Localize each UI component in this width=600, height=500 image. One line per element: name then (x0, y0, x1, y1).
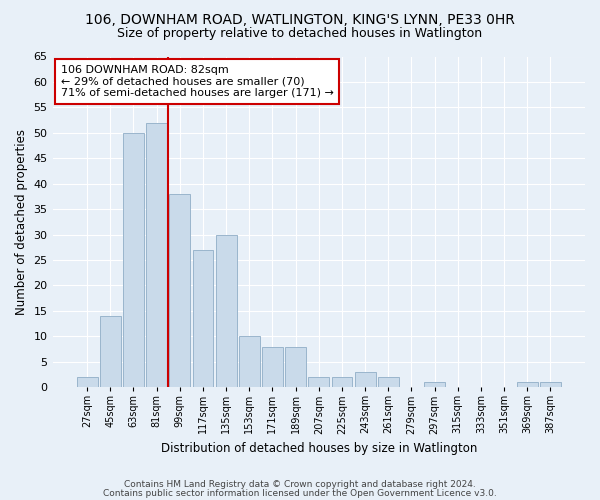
Bar (308, 377, 329, 387)
Bar (378, 377, 398, 387)
Text: 106 DOWNHAM ROAD: 82sqm
← 29% of detached houses are smaller (70)
71% of semi-de: 106 DOWNHAM ROAD: 82sqm ← 29% of detache… (61, 65, 334, 98)
Bar (285, 346, 306, 387)
Text: Contains HM Land Registry data © Crown copyright and database right 2024.: Contains HM Land Registry data © Crown c… (124, 480, 476, 489)
Bar (517, 382, 538, 387)
X-axis label: Distribution of detached houses by size in Watlington: Distribution of detached houses by size … (161, 442, 477, 455)
Bar (216, 234, 236, 387)
Text: 106, DOWNHAM ROAD, WATLINGTON, KING'S LYNN, PE33 0HR: 106, DOWNHAM ROAD, WATLINGTON, KING'S LY… (85, 12, 515, 26)
Text: Size of property relative to detached houses in Watlington: Size of property relative to detached ho… (118, 28, 482, 40)
Bar (239, 336, 260, 387)
Bar (169, 194, 190, 387)
Text: Contains public sector information licensed under the Open Government Licence v3: Contains public sector information licen… (103, 489, 497, 498)
Bar (424, 382, 445, 387)
Bar (146, 122, 167, 387)
Bar (100, 316, 121, 387)
Bar (355, 372, 376, 387)
Bar (123, 133, 144, 387)
Y-axis label: Number of detached properties: Number of detached properties (15, 129, 28, 315)
Bar (540, 382, 561, 387)
Bar (262, 346, 283, 387)
Bar (332, 377, 352, 387)
Bar (193, 250, 214, 387)
Bar (77, 377, 98, 387)
